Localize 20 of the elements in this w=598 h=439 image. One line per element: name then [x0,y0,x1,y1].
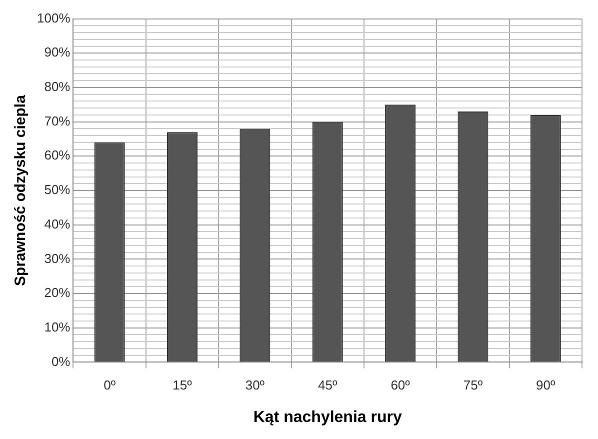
y-tick-label: 100% [37,10,71,26]
y-tick-label: 60% [44,148,71,163]
y-tick-label: 90% [44,44,71,60]
y-tick-label: 70% [44,113,71,128]
y-tick-label: 0% [51,354,71,369]
x-tick-label: 75º [463,378,483,393]
y-tick-label: 20% [44,285,71,300]
y-tick-label: 40% [44,216,71,232]
x-tick-label: 30º [245,378,265,393]
y-tick-label: 80% [44,79,71,94]
y-tick-label: 50% [44,182,71,198]
x-axis-title: Kąt nachylenia rury [253,408,402,426]
y-axis-title: Sprawność odzysku ciepla [12,94,30,286]
x-tick-label: 60º [390,378,410,393]
x-tick-label: 90º [536,378,556,393]
x-tick-label: 0º [104,378,116,393]
y-tick-label: 30% [44,250,71,266]
y-tick-label: 10% [44,319,71,334]
x-tick-label: 15º [172,378,192,393]
x-tick-label: 45º [318,378,338,393]
